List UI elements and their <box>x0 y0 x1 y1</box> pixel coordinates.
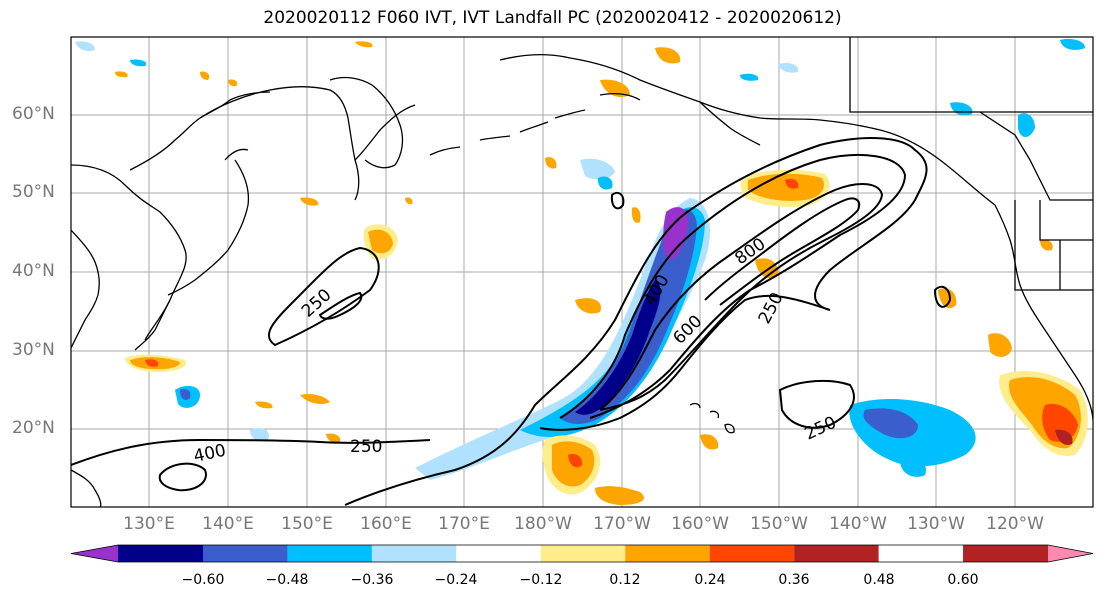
colorbar-extend-low <box>71 545 118 562</box>
colorbar-segment <box>203 545 288 562</box>
coastlines <box>71 37 1093 507</box>
lon-label: 130°E <box>123 514 175 534</box>
colorbar-tick: 0.60 <box>947 572 979 588</box>
ivt-contours <box>71 137 952 506</box>
colorbar-tick: −0.12 <box>519 572 563 588</box>
colorbar-segment <box>963 545 1048 562</box>
colorbar-outline <box>70 544 1094 563</box>
colorbar-segment <box>118 545 203 562</box>
colorbar-segment <box>287 545 372 562</box>
lat-label: 30°N <box>12 340 55 360</box>
colorbar-tick: 0.12 <box>609 572 641 588</box>
lat-label: 50°N <box>12 182 55 202</box>
lon-label: 150°E <box>281 514 333 534</box>
lon-label: 160°W <box>671 514 729 534</box>
colorbar-segment <box>456 545 541 562</box>
lon-label: 140°E <box>202 514 254 534</box>
colorbar-segment <box>540 545 626 562</box>
lat-label: 20°N <box>12 418 55 438</box>
graticule <box>71 37 1093 507</box>
colorbar-tick: −0.24 <box>434 572 478 588</box>
lon-label: 170°W <box>593 514 651 534</box>
colorbar-tick: −0.48 <box>265 572 309 588</box>
lon-label: 150°W <box>750 514 808 534</box>
lon-label: 170°E <box>438 514 490 534</box>
colorbar-tick: 0.36 <box>778 572 810 588</box>
colorbar-tick: 0.24 <box>694 572 726 588</box>
lon-label: 180°W <box>514 514 572 534</box>
contour-label: 250 <box>350 437 382 457</box>
colorbar-segment <box>371 545 457 562</box>
lon-label: 140°W <box>829 514 887 534</box>
lat-label: 40°N <box>12 261 55 281</box>
colorbar-tick: −0.60 <box>181 572 225 588</box>
map-frame <box>70 36 1094 508</box>
map-title: 2020020112 F060 IVT, IVT Landfall PC (20… <box>263 8 842 28</box>
colorbar-extend-high <box>1048 545 1093 562</box>
colorbar-segment <box>709 545 795 562</box>
colorbar-segment <box>794 545 879 562</box>
positive-anomaly-fill <box>115 41 1088 505</box>
lon-label: 160°E <box>360 514 412 534</box>
lon-label: 120°W <box>986 514 1044 534</box>
negative-anomaly-fill <box>75 38 1085 480</box>
colorbar-tick: 0.48 <box>863 572 895 588</box>
colorbar-segments <box>70 544 1094 563</box>
colorbar-tick: −0.36 <box>350 572 394 588</box>
lat-label: 60°N <box>12 104 55 124</box>
lon-label: 130°W <box>907 514 965 534</box>
colorbar-segment <box>625 545 710 562</box>
